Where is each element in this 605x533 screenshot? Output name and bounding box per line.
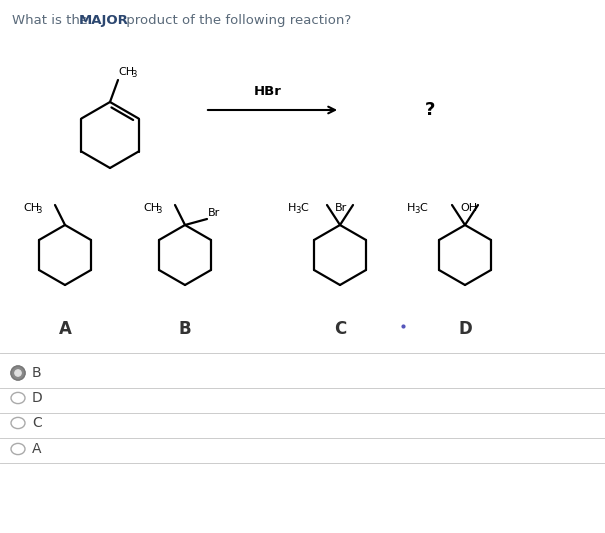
Text: C: C [419,203,427,213]
Text: C: C [32,416,42,430]
Text: HBr: HBr [253,85,281,98]
Text: B: B [178,320,191,338]
Text: product of the following reaction?: product of the following reaction? [122,14,352,27]
Text: What is the: What is the [12,14,93,27]
Text: 3: 3 [131,70,137,79]
Text: C: C [300,203,308,213]
Circle shape [15,370,21,376]
Text: CH: CH [143,203,159,213]
Text: MAJOR: MAJOR [79,14,129,27]
Text: H: H [407,203,416,213]
Text: CH: CH [23,203,39,213]
Text: B: B [32,366,42,380]
Text: 3: 3 [295,206,300,215]
Text: A: A [32,442,42,456]
Text: OH: OH [460,203,477,213]
Text: C: C [334,320,346,338]
Text: D: D [458,320,472,338]
Text: D: D [32,391,43,405]
Circle shape [11,366,25,380]
Text: Br: Br [335,203,347,213]
Text: ?: ? [425,101,435,119]
Text: 3: 3 [414,206,419,215]
Text: 3: 3 [36,206,42,215]
Text: CH: CH [118,67,134,77]
Text: 3: 3 [157,206,162,215]
Text: Br: Br [208,208,220,218]
Text: A: A [59,320,71,338]
Text: H: H [288,203,296,213]
